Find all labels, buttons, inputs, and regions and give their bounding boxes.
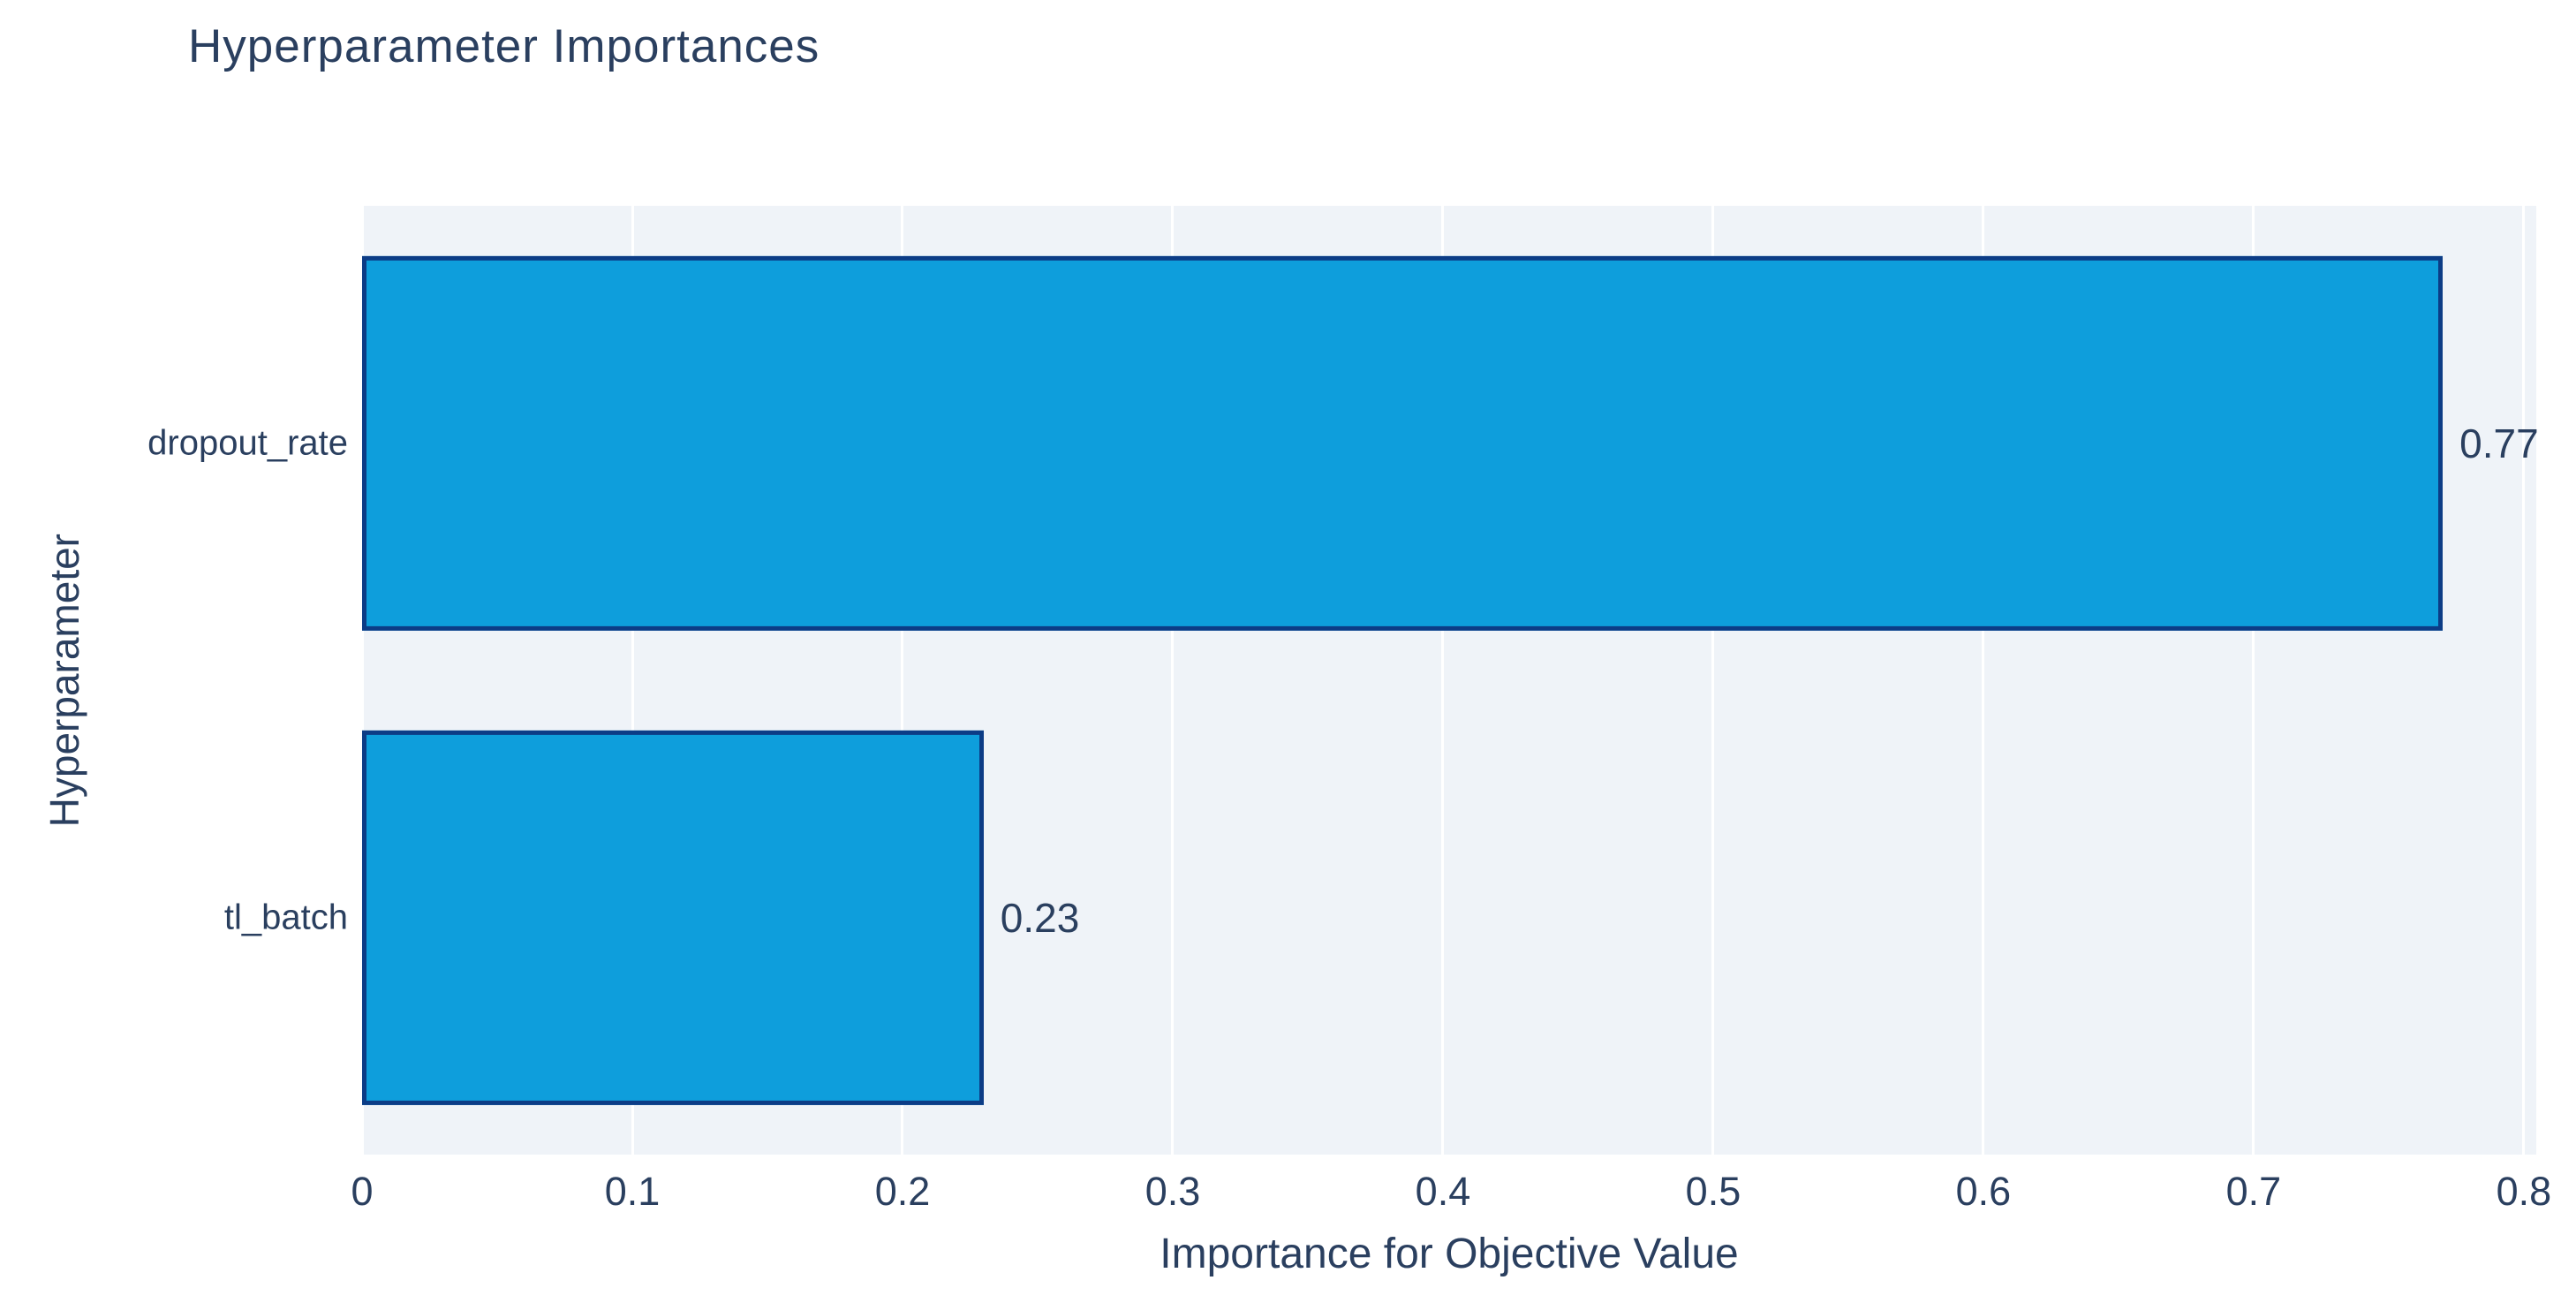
y-axis-title: Hyperparameter xyxy=(42,533,87,828)
gridline xyxy=(360,206,364,1155)
x-tick-label: 0.5 xyxy=(1685,1169,1741,1214)
gridline xyxy=(631,206,634,1155)
gridline xyxy=(1441,206,1445,1155)
x-tick-label: 0.3 xyxy=(1144,1169,1201,1214)
x-tick-label: 0.1 xyxy=(604,1169,661,1214)
gridline xyxy=(901,206,904,1155)
bar-tl_batch[interactable]: 0.23 xyxy=(362,730,1079,1105)
x-tick-label: 0.4 xyxy=(1415,1169,1471,1214)
gridline xyxy=(1711,206,1715,1155)
bar-dropout_rate[interactable]: 0.77 xyxy=(362,255,2539,631)
gridline xyxy=(2522,206,2526,1155)
y-axis-title-box: Hyperparameter xyxy=(16,206,113,1155)
bar-value-label: 0.77 xyxy=(2459,420,2539,466)
y-category-label: dropout_rate xyxy=(147,423,348,462)
x-axis-title: Importance for Objective Value xyxy=(1160,1231,1739,1277)
y-category-label: tl_batch xyxy=(223,898,348,936)
x-tick-label: 0.7 xyxy=(2225,1169,2282,1214)
gridline xyxy=(1982,206,1985,1155)
x-tick-label: 0.8 xyxy=(2496,1169,2552,1214)
x-tick-label: 0.2 xyxy=(874,1169,931,1214)
chart-title: Hyperparameter Importances xyxy=(188,20,820,72)
plot-area[interactable]: 0 0.1 0.2 0.3 0.4 0.5 0.6 0.7 0.8 0.77 dropout_rat… xyxy=(147,206,2551,1214)
x-tick-label: 0 xyxy=(351,1169,374,1214)
x-tick-label: 0.6 xyxy=(1955,1169,2012,1214)
gridline xyxy=(1171,206,1175,1155)
gridline xyxy=(2252,206,2255,1155)
bar-value-label: 0.23 xyxy=(1000,894,1080,941)
